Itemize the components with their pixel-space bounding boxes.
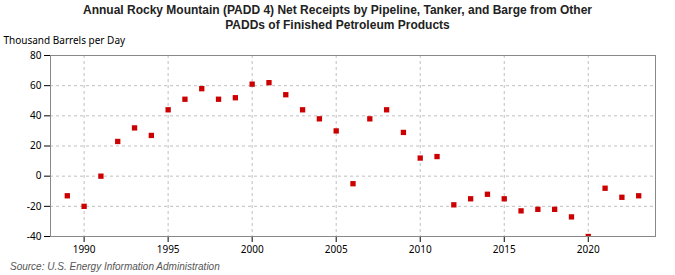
svg-text:80: 80 [30,48,42,62]
svg-text:0: 0 [36,168,42,182]
svg-text:20: 20 [30,138,42,152]
svg-text:2015: 2015 [493,242,516,256]
svg-text:2010: 2010 [409,242,432,256]
svg-text:60: 60 [30,78,42,92]
svg-text:1990: 1990 [73,242,96,256]
svg-text:1995: 1995 [157,242,180,256]
html-text:Annual Rocky Mountain (PADD 4): Annual Rocky Mountain (PADD 4) Net Recei… [83,3,592,32]
svg-text:40: 40 [30,108,42,122]
svg-text:-40: -40 [27,229,42,243]
svg-text:2020: 2020 [577,242,600,256]
svg-text:Thousand Barrels per Day: Thousand Barrels per Day [4,33,127,47]
html-text:Source: U.S. Energy Informatio: Source: U.S. Energy Information Administ… [10,261,220,272]
svg-text:2005: 2005 [325,242,348,256]
svg-text:-20: -20 [27,199,42,213]
svg-text:2000: 2000 [241,242,264,256]
